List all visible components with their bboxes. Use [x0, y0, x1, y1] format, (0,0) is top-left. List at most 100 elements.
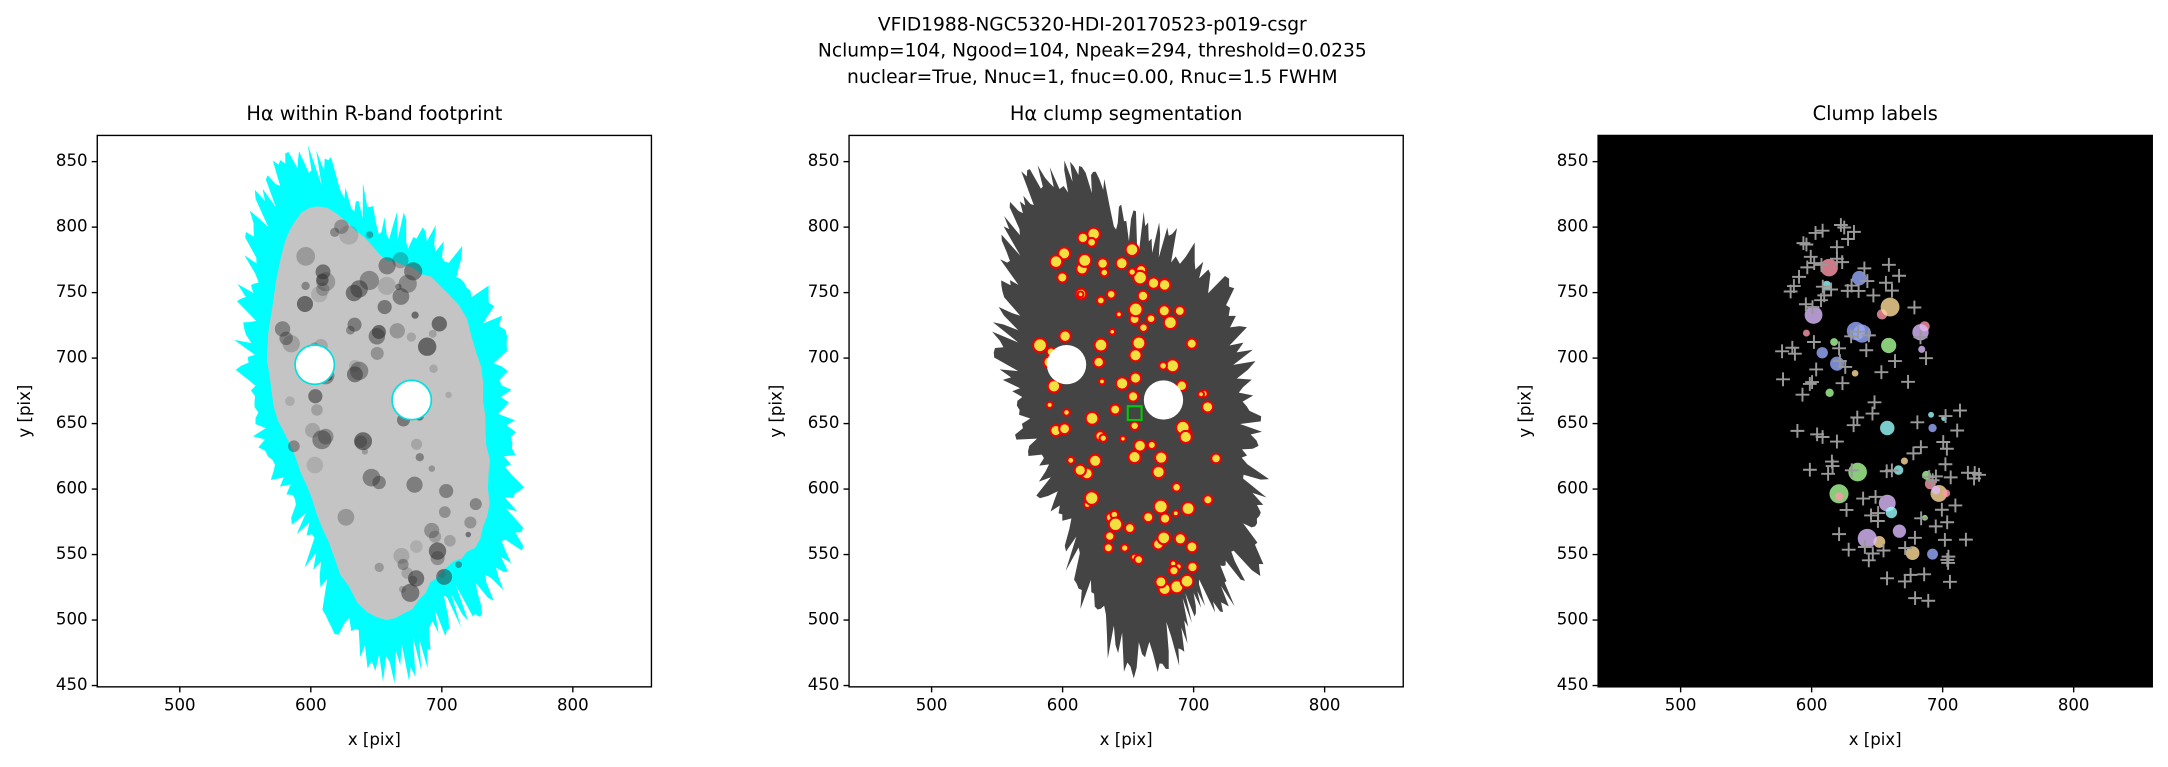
clump [1129, 420, 1140, 432]
peak-marker [1967, 466, 1982, 480]
clump [1066, 455, 1076, 465]
clump [1158, 512, 1172, 525]
clump [1157, 278, 1172, 292]
clump [1127, 449, 1142, 465]
peak-marker [1885, 283, 1899, 298]
emission [337, 508, 355, 526]
emission [311, 285, 328, 303]
y-tick-label: 850 [1557, 151, 1589, 170]
clump [1157, 304, 1171, 318]
peak-marker [1943, 470, 1958, 485]
emission [429, 364, 438, 373]
clump [1168, 565, 1180, 577]
x-tick-label: 600 [295, 696, 327, 715]
clump [1115, 310, 1123, 319]
emission [349, 359, 361, 372]
clump [1156, 530, 1172, 546]
clump [1179, 573, 1195, 589]
peak-marker [1805, 300, 1820, 315]
clump [1142, 511, 1155, 524]
y-axis-label: y [pix] [1516, 385, 1535, 438]
peak-marker [1786, 279, 1801, 293]
clump [1152, 498, 1169, 515]
peak-marker [1901, 374, 1915, 389]
clump [1073, 463, 1087, 477]
y-tick-label: 500 [1557, 610, 1589, 629]
peak-marker [1802, 462, 1817, 477]
peak-marker [1865, 406, 1880, 421]
peak-marker [1874, 365, 1889, 380]
peak-marker [1867, 395, 1882, 410]
peak-marker [1906, 446, 1921, 461]
clump [1185, 337, 1198, 350]
emission [428, 542, 447, 560]
clump-label [1928, 411, 1935, 418]
peak-marker [1910, 415, 1925, 430]
x-tick-label: 700 [1927, 696, 1959, 715]
y-tick-label: 650 [56, 413, 88, 432]
peak-marker [1864, 508, 1878, 523]
peak-marker [1939, 441, 1954, 456]
peak-marker [1907, 300, 1922, 315]
background [1598, 135, 2153, 687]
emission [370, 346, 384, 360]
emission [301, 281, 310, 291]
clump [1108, 327, 1117, 336]
clump-label [1927, 548, 1938, 560]
peak-marker [1776, 372, 1790, 387]
star-mask [1143, 380, 1184, 420]
peak-marker [1830, 251, 1844, 266]
peak-marker [1832, 354, 1847, 368]
clump [1109, 403, 1122, 416]
x-axis-label: x [pix] [348, 730, 401, 749]
clump-label [1816, 347, 1828, 359]
emission [365, 231, 374, 240]
y-axis-label: y [pix] [767, 385, 786, 438]
clump [1173, 532, 1188, 546]
peak-marker [1839, 503, 1854, 517]
emission [306, 456, 324, 474]
panel-title: Clump labels [1813, 102, 1938, 125]
peak-marker [1928, 519, 1943, 534]
clump-label [1880, 420, 1895, 436]
clump [1185, 540, 1199, 554]
peak-marker [1948, 498, 1963, 513]
emission [361, 448, 368, 455]
clump [1083, 490, 1100, 506]
emission [392, 252, 409, 269]
clump [1197, 390, 1205, 399]
x-tick-label: 600 [1047, 696, 1079, 715]
x-tick-label: 700 [426, 696, 458, 715]
clump [1128, 371, 1143, 385]
y-tick-label: 600 [808, 479, 840, 498]
peak-marker [1775, 344, 1789, 359]
y-tick-label: 500 [808, 610, 840, 629]
emission [389, 323, 405, 339]
peak-marker [1888, 354, 1902, 368]
clump [1133, 438, 1147, 453]
star-mask [391, 379, 433, 421]
peak-marker [1821, 466, 1835, 481]
clump [1171, 509, 1180, 518]
emission [392, 288, 410, 305]
peak-marker [1878, 275, 1893, 290]
peak-marker [1868, 489, 1883, 504]
emission [431, 316, 447, 332]
emission [439, 483, 454, 499]
emission [346, 366, 363, 383]
peak-marker [1788, 346, 1802, 361]
peak-marker [1785, 340, 1800, 355]
clump [1058, 422, 1072, 436]
emission [296, 295, 313, 312]
emission [345, 284, 363, 302]
peak-marker [1824, 454, 1839, 469]
x-tick-label: 500 [916, 696, 948, 715]
peak-marker [1809, 362, 1824, 377]
peak-marker [1847, 224, 1861, 239]
clump-label [1804, 305, 1823, 324]
clump-label [1802, 329, 1810, 337]
clump [1098, 433, 1108, 443]
clump-label [1830, 338, 1839, 346]
y-tick-label: 450 [808, 675, 840, 694]
clump [1123, 522, 1136, 535]
